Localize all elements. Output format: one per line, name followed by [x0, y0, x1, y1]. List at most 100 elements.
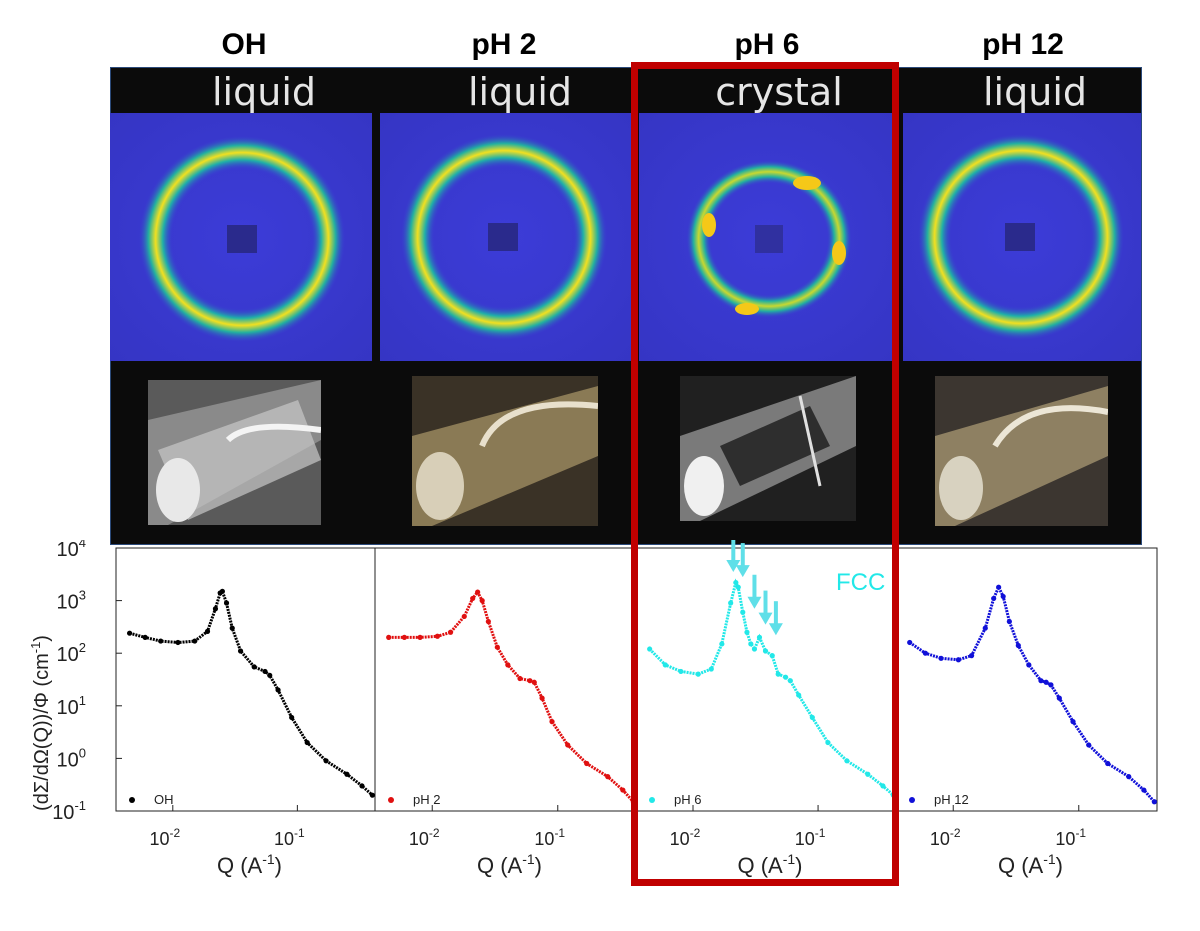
x-axis-label-end: ) [795, 853, 802, 878]
data-point [865, 771, 871, 777]
y-tick-exponent: 3 [79, 588, 86, 603]
data-point [1086, 742, 1092, 748]
x-tick-exponent: -1 [815, 826, 826, 840]
data-point [775, 671, 781, 677]
data-point [1141, 787, 1147, 793]
x-tick-label: 10-1 [534, 826, 565, 849]
data-point [204, 628, 211, 634]
y-axis-label: (dΣ/dΩ(Q))/Φ (cm-1) [28, 635, 53, 811]
fcc-arrow-head [747, 596, 762, 609]
data-point [237, 648, 244, 654]
x-tick-label: 10-1 [274, 826, 305, 849]
data-point [1000, 593, 1006, 600]
fcc-arrow-head [758, 612, 773, 625]
legend-marker [649, 797, 655, 803]
x-axis-label-end: ) [1056, 853, 1063, 878]
data-point [748, 641, 754, 647]
data-point [549, 719, 555, 725]
data-point [386, 634, 392, 640]
data-point [756, 634, 763, 640]
data-point [991, 595, 997, 602]
data-point [996, 584, 1002, 590]
data-point [825, 739, 831, 746]
data-point [192, 638, 198, 644]
data-point [494, 644, 500, 650]
data-point [708, 666, 714, 672]
phase-label-ph2: liquid [468, 70, 572, 114]
saxs-pattern-ph12 [903, 113, 1141, 361]
data-point [678, 668, 684, 675]
data-point [605, 774, 611, 780]
data-point [782, 674, 789, 680]
legend-label: pH 6 [674, 792, 701, 807]
data-point [1151, 799, 1157, 805]
data-point [359, 783, 365, 789]
y-tick-label: 102 [57, 640, 86, 666]
series-oh: OH [126, 588, 375, 807]
fcc-arrow-head [735, 565, 750, 578]
data-point [796, 692, 802, 698]
data-point [531, 679, 537, 685]
x-tick-exponent: -2 [950, 826, 961, 840]
data-point [968, 653, 975, 659]
data-point [485, 618, 491, 625]
x-tick-exponent: -1 [294, 826, 305, 840]
data-point [434, 633, 441, 639]
vial-photo-oh [148, 380, 321, 525]
data-point [762, 648, 769, 654]
data-point [744, 629, 750, 635]
y-tick-label: 100 [57, 745, 86, 771]
data-point [470, 595, 476, 602]
data-point [1105, 760, 1111, 767]
fcc-arrow-head [768, 623, 783, 636]
saxs-pattern-ph2 [380, 113, 633, 361]
x-axis-label: Q (A-1) [998, 851, 1063, 878]
legend-marker [388, 797, 394, 803]
y-tick-label: 101 [57, 693, 86, 719]
data-point [809, 714, 815, 721]
data-point [982, 625, 988, 631]
data-point [289, 714, 295, 721]
x-axis-label-end: ) [535, 853, 542, 878]
data-point [844, 758, 850, 764]
data-point [142, 634, 148, 640]
series-ph-2: pH 2 [386, 589, 636, 807]
legend-marker [129, 797, 135, 803]
data-point [1048, 682, 1054, 688]
x-axis-label-end: ) [275, 853, 282, 878]
data-point [323, 758, 329, 764]
data-point [262, 668, 268, 675]
x-axis-label-exponent: -1 [783, 851, 796, 867]
data-point [584, 760, 590, 767]
x-axis-label-exponent: -1 [262, 851, 275, 867]
y-tick-label: 104 [57, 540, 86, 561]
data-point [787, 678, 793, 684]
data-point [880, 783, 886, 789]
data-point [267, 672, 273, 678]
column-title-ph12: pH 12 [982, 28, 1064, 61]
saxs-pattern-ph6 [639, 113, 898, 361]
x-tick-label: 10-2 [409, 826, 440, 849]
data-point [955, 657, 962, 663]
data-point [158, 638, 164, 644]
column-title-ph2: pH 2 [471, 28, 537, 61]
data-point [401, 634, 407, 640]
legend-label: pH 12 [934, 792, 969, 807]
saxs-pattern-oh [110, 113, 372, 361]
data-point [922, 650, 928, 656]
data-point [662, 662, 668, 668]
data-point [344, 771, 350, 777]
data-point [735, 584, 741, 590]
data-point [1015, 642, 1021, 649]
data-point [517, 675, 523, 682]
data-point [1006, 618, 1012, 625]
data-point [938, 655, 944, 661]
data-point [275, 687, 281, 693]
data-point [719, 641, 725, 647]
vial-photo-ph12 [935, 376, 1108, 526]
data-point [475, 589, 481, 595]
x-axis-label-exponent: -1 [522, 851, 535, 867]
data-point [751, 646, 758, 652]
y-tick-exponent: 1 [79, 693, 86, 708]
